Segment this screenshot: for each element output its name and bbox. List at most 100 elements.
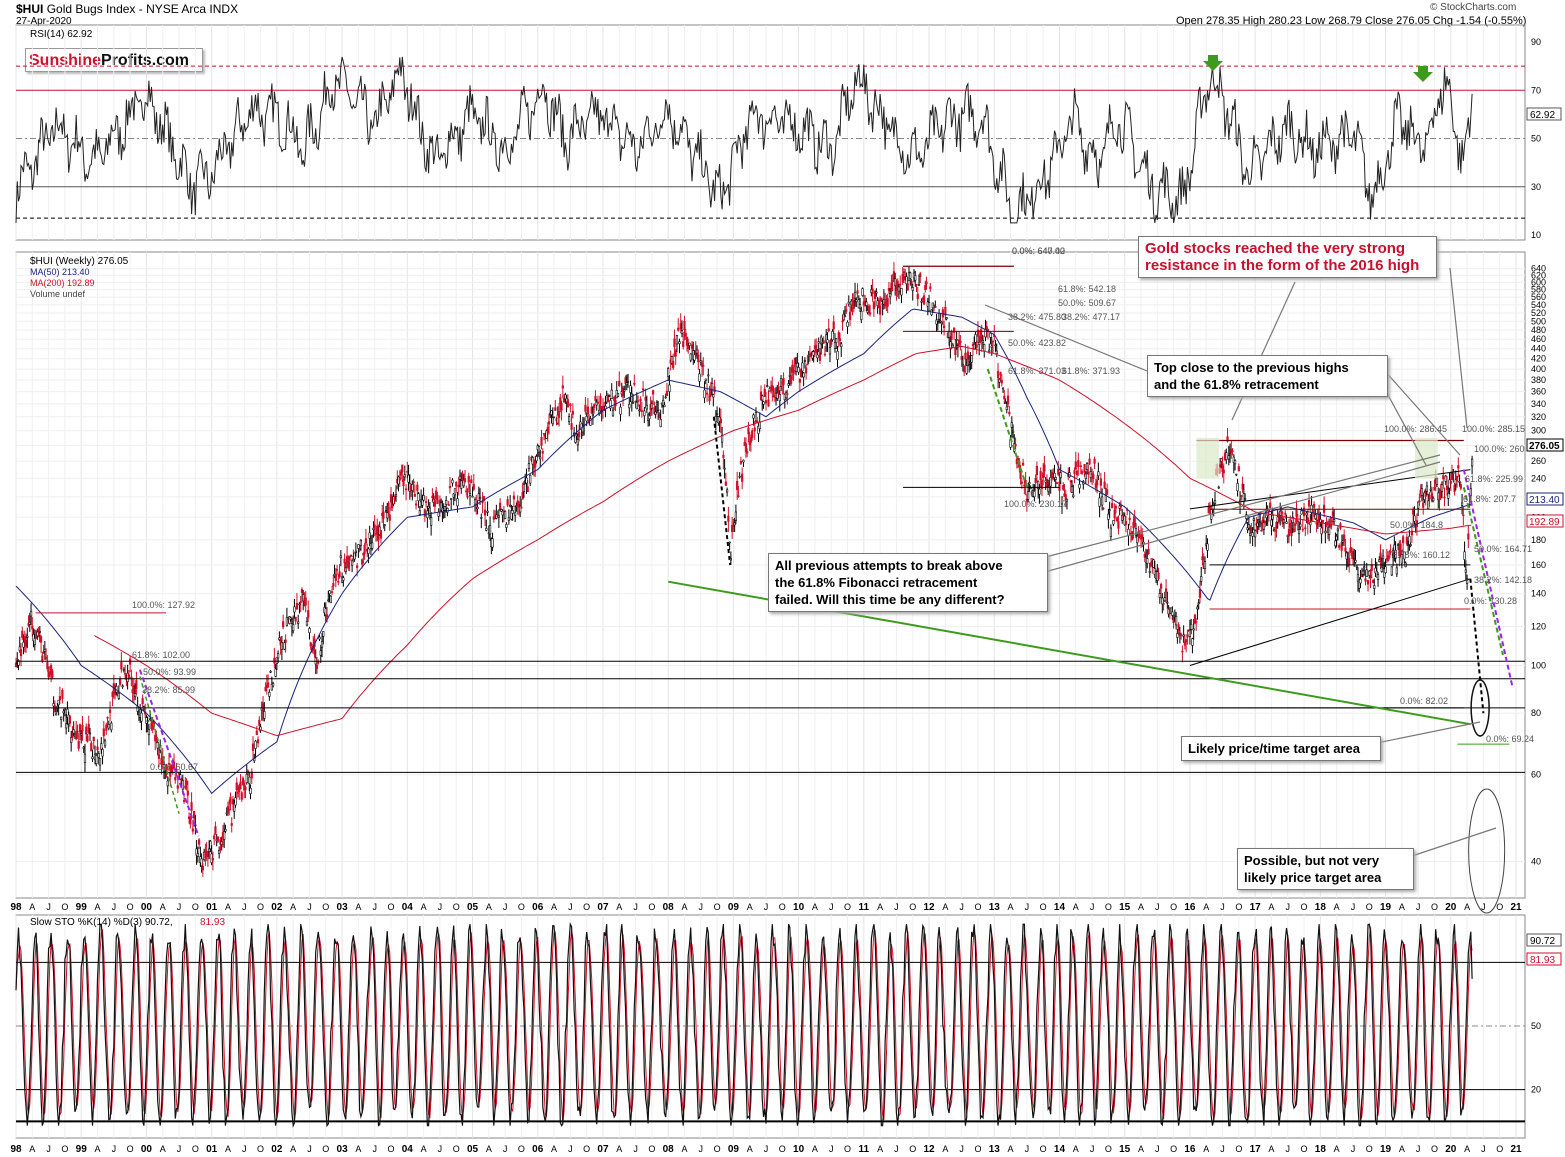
price-candle-body [831, 331, 834, 341]
price-candle-body [348, 556, 351, 561]
price-candle-body [1180, 634, 1183, 637]
price-y-tick: 40 [1531, 856, 1541, 866]
price-candle-body [1328, 526, 1331, 535]
price-candle-body [789, 375, 793, 384]
price-candle-body [62, 710, 65, 714]
price-candle-body [328, 590, 331, 595]
x-tick-label: 12 [923, 902, 935, 913]
x-tick-label: O [257, 1144, 264, 1154]
green-2013-projection-line [986, 368, 1028, 488]
price-candle-body [499, 502, 502, 511]
price-candle-body [1287, 528, 1291, 537]
x-tick-label: O [387, 1144, 394, 1154]
price-candle-body [1185, 639, 1188, 643]
fib-label: 50.0%: 93.99 [143, 667, 196, 677]
price-candle-body [1394, 549, 1397, 559]
fib-label: 100.0%: 127.92 [132, 600, 195, 610]
price-candle-body [407, 474, 410, 483]
price-candle-body [1010, 422, 1013, 428]
price-candle-body [448, 485, 452, 489]
price-candle-body [708, 394, 711, 402]
price-candle-body [1112, 520, 1115, 525]
price-candle-body [678, 341, 681, 345]
x-tick-label: J [372, 902, 377, 912]
price-candle-body [1099, 478, 1102, 486]
price-candle-body [299, 601, 302, 603]
price-candle-body [1295, 508, 1298, 517]
x-tick-label: J [503, 902, 508, 912]
x-tick-label: O [909, 902, 916, 912]
price-candle-body [1206, 543, 1209, 551]
overlays: 0.0%: 640.000.0%: 647.42 61.8%: 542.18 50.… [16, 246, 1534, 914]
price-candle-body [677, 327, 680, 331]
price-candle-body [519, 505, 522, 513]
price-candle-body [250, 771, 253, 779]
price-candle-body [601, 405, 605, 411]
price-candle-body [988, 349, 991, 352]
price-candle-body [401, 464, 404, 473]
price-candle-body [65, 723, 68, 729]
price-candle-body [1029, 487, 1032, 490]
price-candle-body [1075, 470, 1079, 476]
fib-label: 38.2%: 142.18 [1474, 575, 1532, 585]
price-candle-body [382, 511, 385, 519]
price-candle-body [1427, 500, 1430, 509]
price-candle-body [1005, 406, 1008, 410]
fib-label: 61.8%: 102.00 [132, 650, 190, 660]
price-candle-body [209, 840, 212, 850]
price-candle-body [968, 364, 971, 367]
x-tick-label: O [387, 902, 394, 912]
price-candle-body [1162, 603, 1165, 605]
price-candle-body [320, 640, 324, 648]
price-candle-body [754, 412, 758, 422]
price-candle-body [368, 532, 371, 539]
price-candle-body [1220, 458, 1223, 462]
price-candle-body [1409, 544, 1412, 546]
rsi-value-tag: 62.92 [1526, 107, 1562, 121]
price-candle-body [995, 350, 998, 354]
price-candle-body [950, 331, 953, 340]
price-candle-body [978, 341, 981, 345]
price-candle-body [1435, 477, 1439, 485]
price-candle-body [753, 427, 756, 432]
price-candle-body [1320, 527, 1323, 535]
price-candle-body [127, 674, 130, 679]
price-candle-body [764, 399, 768, 404]
price-candle-body [1011, 430, 1015, 433]
sto-d-tag: 81.93 [1526, 952, 1562, 966]
price-candle-body [1251, 532, 1254, 537]
price-y-tick: 260 [1531, 456, 1546, 466]
price-candle-body [1299, 523, 1302, 528]
price-candle-body [344, 567, 347, 572]
price-candle-body [867, 305, 870, 313]
fib-label: 61.8%: 371.93 [1062, 366, 1120, 376]
price-candle-body [763, 388, 766, 397]
price-candle-body [423, 509, 426, 517]
price-candle-body [547, 421, 551, 425]
x-tick-label: 03 [337, 902, 349, 913]
price-candle-body [24, 640, 28, 647]
price-candle-body [1290, 528, 1293, 537]
price-candle-body [1200, 576, 1203, 582]
price-candle-body [654, 411, 657, 415]
x-tick-label: 03 [337, 1144, 349, 1155]
price-candle-body [901, 273, 904, 283]
x-tick-label: 10 [793, 1144, 805, 1155]
price-candle-body [560, 403, 563, 411]
x-tick-label: A [877, 1144, 883, 1154]
price-candle-body [927, 302, 931, 312]
price-candle-body [900, 288, 903, 296]
price-candle-body [541, 451, 544, 454]
price-candle-body [1172, 617, 1175, 623]
price-candle-body [1124, 521, 1128, 525]
price-candle-body [575, 434, 578, 437]
price-candle-body [668, 384, 671, 392]
price-candle-body [917, 284, 921, 286]
price-candle-body [960, 356, 963, 360]
price-candle-body [1152, 559, 1155, 568]
x-tick-label: 11 [859, 1144, 870, 1155]
price-candle-body [758, 422, 761, 430]
price-candle-body [712, 394, 715, 398]
price-legend-ma200: MA(200) 192.89 [30, 278, 95, 288]
x-tick-label: J [1285, 902, 1290, 912]
